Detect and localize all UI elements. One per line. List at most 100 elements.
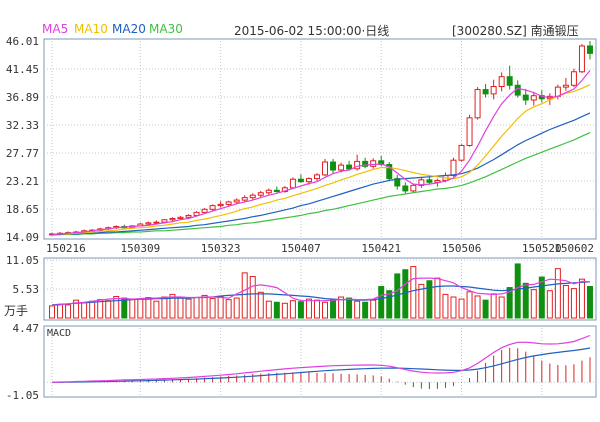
candle-up	[370, 160, 377, 167]
macd-panel-frame	[43, 325, 597, 398]
legend-ma10: MA10	[74, 22, 108, 36]
volume-bar-down	[506, 287, 513, 319]
candle-up	[498, 76, 505, 87]
candle-up	[305, 178, 312, 183]
candle-up	[490, 86, 497, 95]
candle-up	[578, 45, 585, 73]
macd-dea-line	[52, 347, 591, 383]
candle-up	[193, 211, 200, 216]
volume-bar-up	[241, 272, 248, 319]
macd-y-tick-label: 4.47	[13, 322, 40, 335]
ma10-line	[51, 84, 591, 236]
candle-up	[570, 71, 577, 86]
volume-bar-up	[490, 293, 497, 319]
volume-bar-up	[177, 297, 184, 319]
volume-bar-up	[305, 298, 312, 319]
volume-bar-up	[434, 277, 441, 319]
price-y-tick-label: 18.65	[6, 203, 39, 216]
candle-up	[217, 203, 224, 207]
price-panel-frame	[43, 38, 597, 240]
volume-bar-down	[378, 286, 385, 319]
volume-bar-up	[530, 289, 537, 319]
price-y-tick-label: 36.89	[6, 91, 39, 104]
candle-up	[169, 218, 176, 221]
volume-bar-up	[113, 295, 120, 319]
volume-bar-up	[578, 278, 585, 319]
candle-up	[313, 174, 320, 180]
volume-bar-down	[362, 301, 369, 319]
volume-bar-up	[193, 297, 200, 319]
candle-up	[562, 84, 569, 88]
volume-bar-up	[474, 295, 481, 319]
price-y-tick-label: 41.45	[6, 63, 39, 76]
volume-bar-up	[257, 291, 264, 319]
ma20-line	[52, 112, 591, 236]
volume-bar-up	[458, 298, 465, 319]
header-stock-code: [300280.SZ] 南通锻压	[452, 24, 579, 38]
volume-bar-up	[554, 268, 561, 319]
volume-bar-down	[346, 297, 353, 319]
volume-bar-up	[209, 298, 216, 319]
candle-down	[506, 76, 513, 86]
volume-bar-up	[81, 302, 88, 319]
volume-bar-up	[89, 300, 96, 319]
candle-up	[209, 205, 216, 210]
candle-up	[354, 160, 361, 170]
price-y-tick-label: 14.09	[6, 231, 39, 244]
volume-unit-label: 万手	[4, 304, 28, 318]
macd-dif-line	[51, 334, 591, 383]
candle-up	[185, 214, 192, 218]
volume-bar-up	[217, 295, 224, 319]
volume-bar-up	[498, 296, 505, 319]
legend-ma30: MA30	[149, 22, 183, 36]
candle-down	[297, 178, 304, 183]
volume-bar-up	[450, 296, 457, 319]
volume-bar-up	[410, 266, 417, 319]
volume-y-tick-label: 5.53	[13, 283, 40, 296]
candle-up	[450, 159, 457, 177]
candle-up	[177, 216, 184, 220]
volume-bar-down	[482, 299, 489, 319]
volume-bar-up	[169, 293, 176, 319]
candle-down	[426, 179, 433, 183]
volume-bar-down	[330, 299, 337, 319]
x-axis-tick-label: 150216	[46, 242, 86, 255]
price-y-tick-label: 46.01	[6, 35, 39, 48]
price-y-tick-label: 27.77	[6, 147, 39, 160]
candle-up	[530, 95, 537, 101]
volume-bar-up	[281, 302, 288, 319]
ma5-line	[51, 70, 591, 236]
candle-up	[257, 192, 264, 196]
candle-up	[153, 221, 160, 224]
candle-down	[346, 164, 353, 170]
volume-bar-down	[121, 297, 128, 319]
x-axis-tick-label: 150323	[201, 242, 241, 255]
volume-bar-up	[185, 298, 192, 319]
volume-bar-down	[426, 280, 433, 319]
volume-bar-up	[225, 299, 232, 319]
candle-up	[225, 201, 232, 205]
volume-y-tick-label: 11.05	[6, 254, 39, 267]
ma30-line	[51, 132, 591, 236]
x-axis-tick-label: 150407	[281, 242, 321, 255]
candle-up	[265, 189, 272, 194]
volume-bar-up	[338, 296, 345, 319]
volume-bar-down	[514, 263, 521, 319]
candle-up	[289, 178, 296, 189]
header-datetime: 2015-06-02 15:00:00·日线	[234, 24, 390, 38]
volume-bar-up	[129, 299, 136, 319]
legend-ma5: MA5	[42, 22, 69, 36]
candle-down	[482, 89, 489, 95]
volume-bar-up	[322, 301, 329, 319]
x-axis-tick-label: 150520	[522, 242, 562, 255]
candle-up	[249, 194, 256, 199]
price-y-tick-label: 23.21	[6, 175, 39, 188]
volume-bar-up	[562, 284, 569, 319]
candle-down	[522, 94, 529, 101]
candle-up	[410, 184, 417, 192]
candle-up	[418, 179, 425, 186]
volume-bar-up	[570, 288, 577, 319]
candle-down	[586, 45, 593, 54]
